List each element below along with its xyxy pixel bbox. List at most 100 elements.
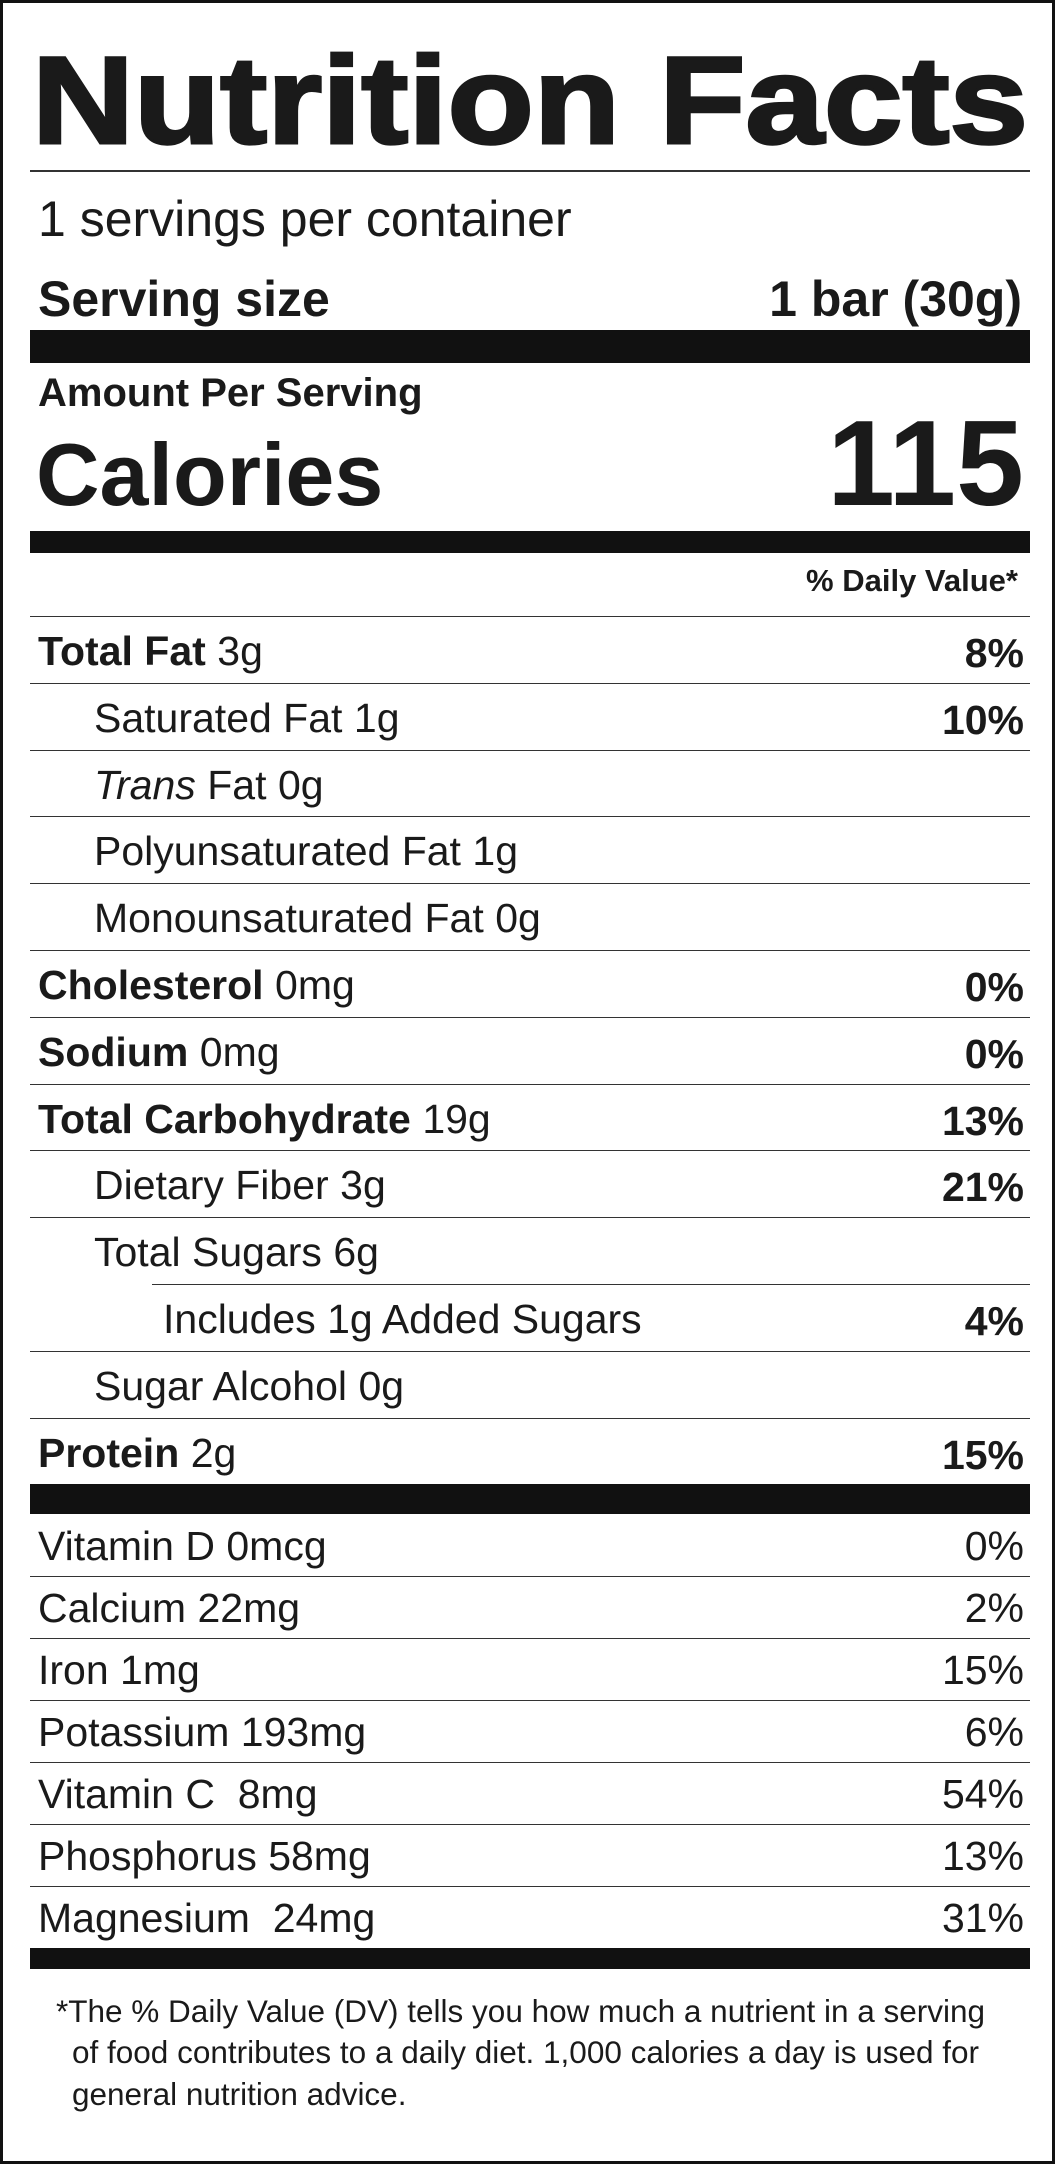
- vitamin-list: Vitamin D 0mcg 0% Calcium 22mg 2% Iron 1mg 15…: [30, 1514, 1030, 1947]
- nutrient-name: Protein: [38, 1429, 180, 1476]
- vitamin-row: Vitamin D 0mcg 0%: [30, 1514, 1030, 1576]
- nutrient-amount: 2g: [190, 1429, 237, 1476]
- vitamin-name: Potassium 193mg: [38, 1709, 367, 1756]
- row-rule: [30, 1217, 1030, 1219]
- daily-value: 15%: [941, 1431, 1024, 1478]
- vitamin-name: Magnesium 24mg: [38, 1894, 376, 1941]
- daily-value: 13%: [941, 1097, 1024, 1144]
- nutrient-text: Sugar Alcohol 0g: [94, 1363, 404, 1410]
- daily-value: 8%: [964, 630, 1024, 676]
- vitamin-name: Iron 1mg: [38, 1647, 200, 1694]
- nutrient-name: Sodium: [38, 1028, 189, 1075]
- daily-value: 10%: [941, 696, 1024, 743]
- nutrient-row: Protein 2g 15%: [30, 1417, 1030, 1485]
- nutrient-text: Total Fat 3g: [38, 628, 263, 675]
- nutrient-amount: 0g: [495, 895, 541, 942]
- calories-value: 115: [827, 395, 1024, 531]
- nutrient-text: Dietary Fiber 3g: [94, 1162, 386, 1209]
- nutrient-row: Dietary Fiber 3g 21%: [30, 1150, 1030, 1217]
- calories-section: Amount Per Serving Calories 115: [30, 363, 1030, 531]
- title-area: Nutrition Facts: [31, 31, 1030, 171]
- nutrient-amount: 0mg: [275, 961, 355, 1008]
- thick-rule: [30, 1947, 1030, 1969]
- nutrient-amount: 1g: [353, 694, 400, 741]
- row-rule: [30, 1083, 1030, 1085]
- amount-per-serving: Amount Per Serving: [38, 371, 423, 415]
- row-rule: [30, 682, 1030, 684]
- nutrient-name: Total Carbohydrate: [38, 1095, 411, 1142]
- vitamin-row: Iron 1mg 15%: [30, 1638, 1030, 1700]
- serving-size-value: 1 bar (30g): [769, 271, 1022, 327]
- nutrient-amount: 3g: [340, 1162, 386, 1209]
- nutrient-row: Sodium 0mg 0%: [30, 1016, 1030, 1084]
- serving-info: 1 servings per container Serving size 1 …: [30, 172, 1030, 330]
- nutrient-row: Includes 1g Added Sugars 4%: [30, 1283, 1030, 1351]
- nutrient-name: Total Sugars: [94, 1229, 322, 1276]
- nutrient-text: Includes 1g Added Sugars: [163, 1295, 642, 1342]
- nutrient-amount: 0g: [277, 761, 324, 808]
- row-rule: [30, 816, 1030, 818]
- nutrient-row: Total Carbohydrate 19g 13%: [30, 1083, 1030, 1151]
- vitamin-row: Magnesium 24mg 31%: [30, 1885, 1030, 1948]
- daily-value: 0%: [964, 1030, 1024, 1077]
- row-rule: [30, 749, 1030, 751]
- nutrient-text: Protein 2g: [38, 1430, 236, 1477]
- row-rule: [30, 1350, 1030, 1352]
- vitamin-name: Phosphorus 58mg: [38, 1832, 371, 1879]
- nutrient-text: Trans Fat 0g: [94, 762, 324, 809]
- nutrient-name: Sugar Alcohol: [94, 1362, 348, 1409]
- nutrient-name: Cholesterol: [38, 961, 264, 1008]
- daily-value: 0%: [964, 963, 1024, 1010]
- thick-rule: [30, 330, 1030, 363]
- nutrient-row: Total Sugars 6g: [30, 1217, 1030, 1284]
- nutrient-text: Total Carbohydrate 19g: [38, 1096, 491, 1143]
- nutrient-name: Fat: [207, 761, 267, 808]
- dv-header-text: % Daily Value*: [806, 563, 1018, 598]
- row-rule: [30, 1576, 1030, 1578]
- daily-value: 2%: [964, 1585, 1024, 1632]
- daily-value: 15%: [941, 1647, 1024, 1694]
- nutrient-text: Cholesterol 0mg: [38, 962, 355, 1009]
- row-rule: [30, 1885, 1030, 1887]
- nutrient-name: Dietary Fiber: [94, 1162, 329, 1209]
- nutrient-amount: 0mg: [199, 1028, 280, 1075]
- nutrient-name: Total Fat: [38, 628, 206, 674]
- row-rule: [30, 883, 1030, 885]
- row-rule: [30, 1823, 1030, 1825]
- daily-value: 6%: [964, 1709, 1024, 1756]
- row-rule: [152, 1283, 1030, 1285]
- nutrient-row: Sugar Alcohol 0g: [30, 1350, 1030, 1418]
- nutrient-text: Includes 1g Added Sugars: [163, 1296, 642, 1343]
- vitamin-name: Calcium 22mg: [38, 1585, 301, 1632]
- daily-value: 0%: [964, 1523, 1024, 1570]
- nutrient-amount: 1g: [472, 828, 519, 875]
- daily-value: 13%: [941, 1832, 1024, 1879]
- nutrient-text: Polyunsaturated Fat 1g: [94, 828, 518, 875]
- row-rule: [30, 949, 1030, 951]
- vitamin-row: Calcium 22mg 2%: [30, 1576, 1030, 1638]
- nutrient-amount: 3g: [217, 628, 263, 674]
- nutrient-text: Monounsaturated Fat 0g: [94, 895, 541, 942]
- nutrient-name-italic: Trans: [94, 761, 196, 808]
- row-rule: [30, 1150, 1030, 1152]
- row-rule: [30, 616, 1030, 617]
- nutrient-amount: 0g: [358, 1362, 405, 1409]
- serving-size-label: Serving size: [38, 271, 330, 327]
- row-rule: [30, 1700, 1030, 1702]
- label-content: Nutrition Facts 1 servings per container…: [30, 3, 1030, 2115]
- nutrient-name: Saturated Fat: [94, 694, 343, 741]
- footnote: *The % Daily Value (DV) tells you how mu…: [56, 1992, 986, 2112]
- nutrient-text: Total Sugars 6g: [94, 1229, 379, 1276]
- row-rule: [30, 1417, 1030, 1419]
- nutrient-row: Monounsaturated Fat 0g: [30, 883, 1030, 950]
- nutrient-row: Saturated Fat 1g 10%: [30, 682, 1030, 750]
- daily-value: 4%: [964, 1297, 1024, 1344]
- nutrient-text: Saturated Fat 1g: [94, 695, 400, 742]
- thick-rule: [30, 531, 1030, 553]
- nutrient-amount: 19g: [422, 1095, 491, 1142]
- vitamin-row: Potassium 193mg 6%: [30, 1700, 1030, 1762]
- row-rule: [30, 1016, 1030, 1018]
- row-rule: [30, 1761, 1030, 1763]
- rule: [30, 170, 1030, 172]
